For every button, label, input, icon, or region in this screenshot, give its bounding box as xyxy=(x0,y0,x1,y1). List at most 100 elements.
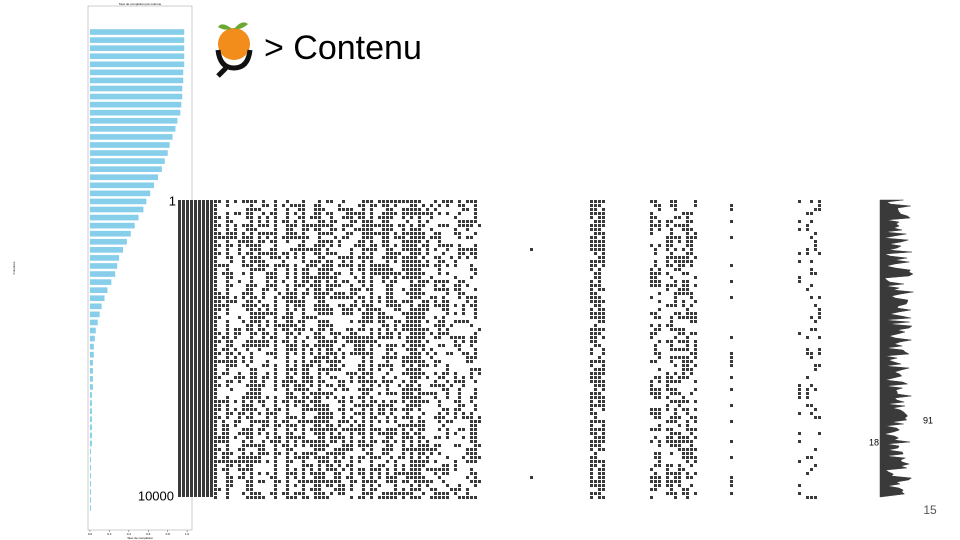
matrix-cell xyxy=(226,396,229,399)
matrix-cell xyxy=(682,436,685,439)
matrix-cell xyxy=(342,312,345,315)
matrix-cell xyxy=(290,236,293,239)
matrix-cell xyxy=(302,496,305,499)
matrix-cell xyxy=(302,472,305,475)
matrix-cell xyxy=(214,480,217,483)
matrix-cell xyxy=(418,248,421,251)
matrix-cell xyxy=(458,320,461,323)
matrix-cell xyxy=(326,264,329,267)
matrix-cell xyxy=(354,372,357,375)
matrix-cell xyxy=(470,472,473,475)
matrix-cell xyxy=(466,488,469,491)
matrix-cell xyxy=(250,416,253,419)
matrix-cell xyxy=(254,316,257,319)
matrix-cell xyxy=(250,404,253,407)
matrix-cell xyxy=(302,368,305,371)
matrix-cell xyxy=(214,260,217,263)
matrix-cell xyxy=(454,460,457,463)
matrix-cell xyxy=(370,312,373,315)
matrix-cell xyxy=(370,480,373,483)
matrix-cell xyxy=(378,316,381,319)
matrix-cell xyxy=(654,264,657,267)
matrix-cell xyxy=(378,408,381,411)
matrix-cell xyxy=(818,208,821,211)
matrix-cell xyxy=(230,352,233,355)
matrix-cell xyxy=(226,200,229,203)
matrix-cell xyxy=(242,296,245,299)
matrix-cell xyxy=(266,424,269,427)
matrix-cell xyxy=(250,324,253,327)
matrix-cell xyxy=(342,400,345,403)
matrix-cell xyxy=(258,444,261,447)
matrix-cell xyxy=(242,448,245,451)
matrix-cell xyxy=(378,308,381,311)
matrix-cell xyxy=(602,264,605,267)
matrix-cell xyxy=(798,392,801,395)
matrix-cell xyxy=(602,380,605,383)
matrix-cell xyxy=(258,300,261,303)
matrix-cell xyxy=(214,440,217,443)
matrix-cell xyxy=(598,216,601,219)
matrix-cell xyxy=(226,400,229,403)
matrix-cell xyxy=(386,272,389,275)
matrix-cell xyxy=(430,356,433,359)
matrix-cell xyxy=(346,448,349,451)
matrix-cell xyxy=(590,400,593,403)
matrix-cell xyxy=(250,216,253,219)
matrix-cell xyxy=(422,292,425,295)
matrix-cell xyxy=(462,204,465,207)
matrix-cell xyxy=(426,320,429,323)
matrix-cell xyxy=(446,304,449,307)
matrix-cell xyxy=(362,252,365,255)
matrix-cell xyxy=(310,248,313,251)
matrix-cell xyxy=(330,216,333,219)
matrix-cell xyxy=(350,464,353,467)
matrix-cell xyxy=(414,200,417,203)
matrix-cell xyxy=(326,464,329,467)
matrix-cell xyxy=(370,208,373,211)
matrix-cell xyxy=(262,268,265,271)
matrix-cell xyxy=(330,312,333,315)
matrix-cell xyxy=(598,316,601,319)
matrix-cell xyxy=(286,384,289,387)
matrix-cell xyxy=(410,312,413,315)
matrix-cell xyxy=(318,444,321,447)
matrix-cell xyxy=(254,260,257,263)
matrix-cell xyxy=(282,260,285,263)
matrix-cell xyxy=(474,476,477,479)
matrix-cell xyxy=(658,464,661,467)
matrix-cell xyxy=(246,464,249,467)
matrix-cell xyxy=(454,320,457,323)
matrix-cell xyxy=(330,368,333,371)
matrix-cell xyxy=(358,428,361,431)
matrix-cell xyxy=(378,428,381,431)
matrix-cell xyxy=(350,292,353,295)
matrix-cell xyxy=(386,436,389,439)
matrix-cell xyxy=(382,204,385,207)
matrix-cell xyxy=(414,284,417,287)
matrix-cell xyxy=(334,388,337,391)
matrix-cell xyxy=(350,496,353,499)
matrix-cell xyxy=(362,280,365,283)
matrix-cell xyxy=(406,276,409,279)
matrix-cell xyxy=(682,288,685,291)
matrix-cell xyxy=(658,308,661,311)
matrix-cell xyxy=(246,396,249,399)
matrix-cell xyxy=(326,352,329,355)
matrix-cell xyxy=(818,352,821,355)
matrix-cell xyxy=(406,232,409,235)
matrix-cell xyxy=(394,476,397,479)
matrix-cell xyxy=(270,492,273,495)
matrix-cell xyxy=(682,356,685,359)
matrix-cell xyxy=(806,336,809,339)
matrix-cell xyxy=(250,452,253,455)
matrix-cell xyxy=(410,436,413,439)
matrix-cell xyxy=(310,384,313,387)
matrix-cell xyxy=(430,276,433,279)
matrix-cell xyxy=(682,468,685,471)
matrix-cell xyxy=(650,228,653,231)
matrix-cell xyxy=(442,496,445,499)
matrix-cell xyxy=(266,304,269,307)
matrix-cell xyxy=(218,408,221,411)
matrix-cell xyxy=(462,412,465,415)
